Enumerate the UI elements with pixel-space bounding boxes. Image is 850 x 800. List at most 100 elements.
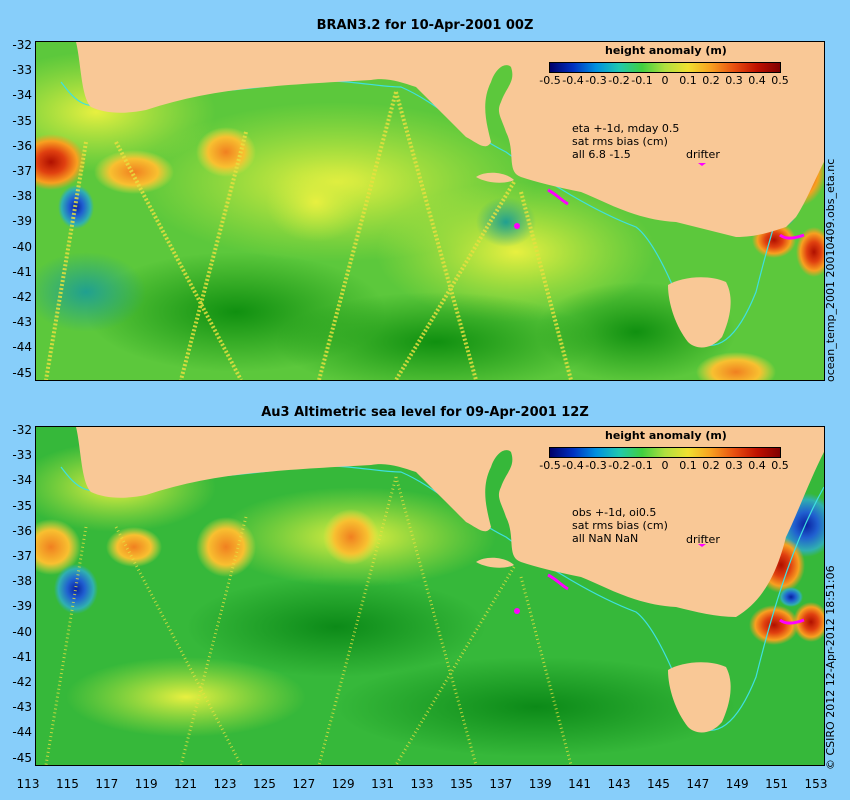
anomaly-blobs (36, 52, 824, 380)
y-tick-label: -42 (12, 675, 32, 689)
australia-mainland (76, 42, 824, 237)
x-tick-label: 121 (174, 777, 198, 791)
drifter-label-2: drifter (686, 533, 720, 546)
y-tick-label: -40 (12, 239, 32, 254)
stats-note-2: obs +-1d, oi0.5 sat rms bias (cm) all Na… (572, 506, 668, 545)
side-label-1: ocean_temp_2001 20010409.obs_eta.nc (824, 158, 837, 382)
colorbar-tick-label: -0.1 (631, 74, 653, 87)
y-tick-label: -33 (12, 448, 32, 463)
colorbar-tick-label: 0.2 (702, 459, 720, 472)
x-tick-label: 129 (331, 777, 355, 791)
colorbar-2 (549, 447, 781, 458)
colorbar-tick-label: -0.5 (539, 74, 561, 87)
y-tick-label: -39 (12, 599, 32, 614)
colorbar-tick-label: 0.5 (771, 459, 789, 472)
colorbar-tick-label: 0 (661, 459, 669, 472)
x-tick-label: 119 (134, 777, 158, 791)
drifter-label-1: drifter (686, 148, 720, 161)
x-tick-label: 137 (489, 777, 513, 791)
y-tick-label: -35 (12, 498, 32, 513)
tasmania (668, 277, 731, 348)
drifter-track-1 (547, 573, 569, 591)
x-tick-label: 149 (725, 777, 749, 791)
colorbar-tick-label: -0.3 (585, 459, 607, 472)
drifter-track-2 (779, 618, 805, 625)
x-tick-label: 151 (765, 777, 789, 791)
note-line: eta +-1d, mday 0.5 (572, 122, 680, 135)
x-tick-label: 125 (252, 777, 276, 791)
drifter-legend-arrow (698, 544, 706, 547)
note-line: sat rms bias (cm) (572, 519, 668, 532)
stats-note-1: eta +-1d, mday 0.5 sat rms bias (cm) all… (572, 122, 679, 161)
colorbar-tick-label: 0.1 (679, 459, 697, 472)
y-tick-label: -38 (12, 189, 32, 204)
note-line: sat rms bias (cm) (572, 135, 668, 148)
note-line: all 6.8 -1.5 (572, 148, 631, 161)
colorbar-1-title: height anomaly (m) (605, 44, 727, 57)
x-tick-label: 113 (16, 777, 40, 791)
x-tick-label: 127 (292, 777, 316, 791)
y-tick-label: -37 (12, 549, 32, 563)
drifter-legend-arrow (698, 163, 706, 166)
colorbar-tick-label: -0.3 (585, 74, 607, 87)
drifter-point (514, 608, 520, 614)
y-tick-label: -43 (12, 700, 32, 715)
colorbar-2-title: height anomaly (m) (605, 429, 727, 442)
colorbar-tick-label: -0.1 (631, 459, 653, 472)
tasmania (668, 662, 731, 733)
x-tick-label: 115 (55, 777, 79, 791)
note-line: all NaN NaN (572, 532, 639, 545)
x-tick-label: 131 (371, 777, 395, 791)
y-tick-label: -40 (12, 624, 32, 639)
y-tick-label: -41 (12, 649, 32, 664)
australia-mainland (76, 427, 824, 617)
colorbar-tick-label: -0.2 (608, 459, 630, 472)
satellite-tracks (44, 91, 573, 380)
x-tick-label: 135 (449, 777, 473, 791)
panel-1-title: BRAN3.2 for 10-Apr-2001 00Z (316, 18, 534, 33)
panel-2-title: Au3 Altimetric sea level for 09-Apr-2001… (261, 405, 589, 420)
drifter-track-2 (779, 233, 805, 240)
drifter-point (514, 223, 520, 229)
colorbar-tick-label: -0.4 (562, 459, 584, 472)
colorbar-tick-label: 0.4 (748, 459, 766, 472)
colorbar-tick-label: 0.1 (679, 74, 697, 87)
colorbar-tick-label: 0.2 (702, 74, 720, 87)
kangaroo-island (476, 557, 514, 568)
colorbar-tick-label: 0 (661, 74, 669, 87)
y-tick-label: -32 (12, 38, 32, 52)
map-panel-au3 (35, 426, 825, 766)
x-tick-label: 141 (568, 777, 592, 791)
y-tick-label: -41 (12, 264, 32, 279)
y-tick-label: -39 (12, 214, 32, 229)
y-tick-label: -43 (12, 315, 32, 330)
y-tick-label: -33 (12, 63, 32, 78)
y-tick-label: -44 (12, 725, 32, 740)
y-tick-label: -42 (12, 290, 32, 304)
x-tick-label: 133 (410, 777, 434, 791)
colorbar-tick-label: -0.4 (562, 74, 584, 87)
note-line: obs +-1d, oi0.5 (572, 506, 657, 519)
colorbar-tick-label: 0.5 (771, 74, 789, 87)
kangaroo-island (476, 172, 514, 183)
colorbar-1 (549, 62, 781, 73)
y-tick-label: -36 (12, 138, 32, 153)
anomaly-blobs (36, 442, 824, 757)
y-tick-label: -35 (12, 113, 32, 128)
colorbar-tick-label: 0.4 (748, 74, 766, 87)
x-tick-label: 117 (95, 777, 119, 791)
map-panel-bran (35, 41, 825, 381)
x-tick-label: 139 (528, 777, 552, 791)
side-label-2: © CSIRO 2012 12-Apr-2012 18:51:06 (824, 565, 837, 770)
colorbar-tick-label: -0.2 (608, 74, 630, 87)
x-tick-label: 143 (607, 777, 631, 791)
colorbar-tick-label: 0.3 (725, 459, 743, 472)
x-tick-label: 123 (213, 777, 237, 791)
y-tick-label: -38 (12, 574, 32, 589)
x-tick-label: 147 (686, 777, 710, 791)
y-tick-label: -34 (12, 473, 32, 488)
colorbar-tick-label: -0.5 (539, 459, 561, 472)
y-tick-label: -32 (12, 423, 32, 437)
y-tick-label: -44 (12, 340, 32, 355)
y-tick-label: -34 (12, 88, 32, 103)
